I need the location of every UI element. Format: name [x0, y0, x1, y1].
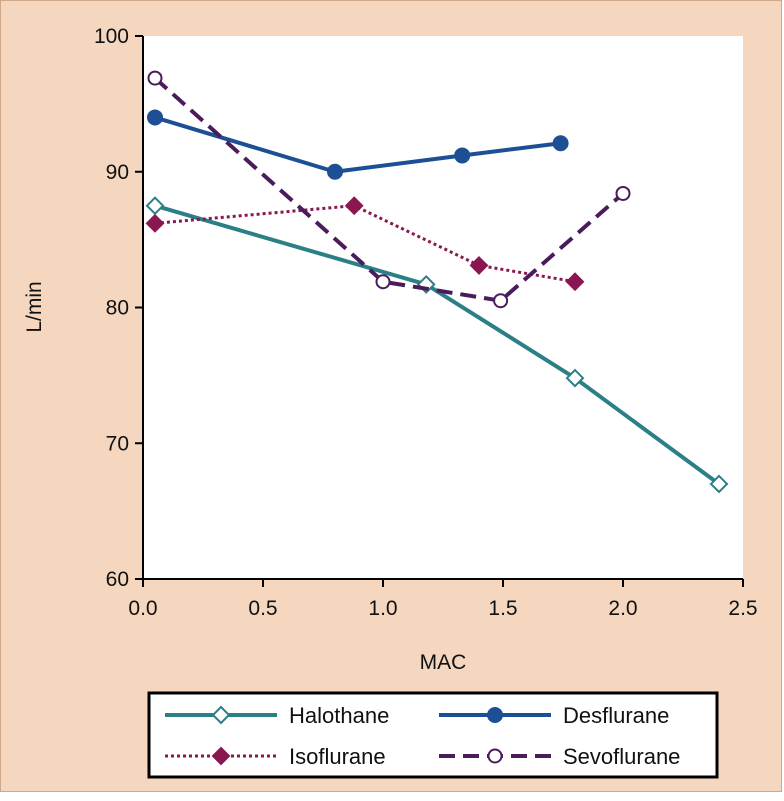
legend-desflurane-label: Desflurane: [563, 703, 669, 728]
sevoflurane-point: [615, 185, 631, 201]
desflurane-point: [327, 163, 343, 180]
legend-sevoflurane-label: Sevoflurane: [563, 744, 680, 769]
legend-isoflurane-marker: [211, 746, 231, 766]
axes-layer: 0.0 0.5 1.0 1.5 2.0 2.5 60 70 80 90 100: [94, 25, 758, 620]
series-layer: [145, 70, 729, 494]
halothane-point: [709, 474, 729, 494]
y-tick-label: 60: [106, 568, 129, 591]
x-tick-label: 2.0: [608, 597, 637, 620]
sevoflurane-point: [375, 274, 391, 290]
sevoflurane-point: [493, 293, 509, 309]
y-tick-label: 100: [94, 25, 129, 48]
halothane-point: [145, 196, 165, 216]
x-tick-label: 1.5: [488, 597, 517, 620]
legend-box: [147, 691, 719, 779]
halothane-point: [565, 368, 585, 388]
desflurane-point: [454, 147, 471, 164]
plot-area: [143, 36, 743, 579]
desflurane-line: [154, 115, 561, 174]
desflurane-point: [147, 109, 163, 126]
sevoflurane-line: [153, 76, 625, 303]
x-axis-title: MAC: [420, 651, 467, 674]
y-tick-label: 80: [106, 297, 129, 320]
y-axis-title: L/min: [23, 281, 46, 332]
legend-isoflurane-label: Isoflurane: [289, 744, 386, 769]
legend-desflurane-marker: [487, 707, 503, 723]
legend-sevoflurane-marker: [487, 748, 503, 764]
x-tick-label: 0.0: [128, 597, 157, 620]
isoflurane-point: [469, 256, 489, 275]
sevoflurane-point: [147, 70, 163, 86]
isoflurane-point: [344, 196, 364, 216]
isoflurane-point: [145, 213, 165, 233]
x-tick-label: 2.5: [728, 597, 757, 620]
isoflurane-point: [565, 272, 585, 292]
y-tick-label: 70: [106, 432, 129, 455]
x-tick-label: 1.0: [368, 597, 397, 620]
desflurane-point: [552, 135, 569, 152]
halothane-line: [154, 203, 721, 486]
y-tick-label: 90: [106, 161, 129, 184]
legend-halothane-marker: [211, 705, 231, 725]
x-tick-label: 0.5: [248, 597, 277, 620]
legend: Halothane Desflurane Isoflurane Sevoflurane: [147, 691, 719, 779]
legend-halothane-label: Halothane: [289, 703, 389, 728]
